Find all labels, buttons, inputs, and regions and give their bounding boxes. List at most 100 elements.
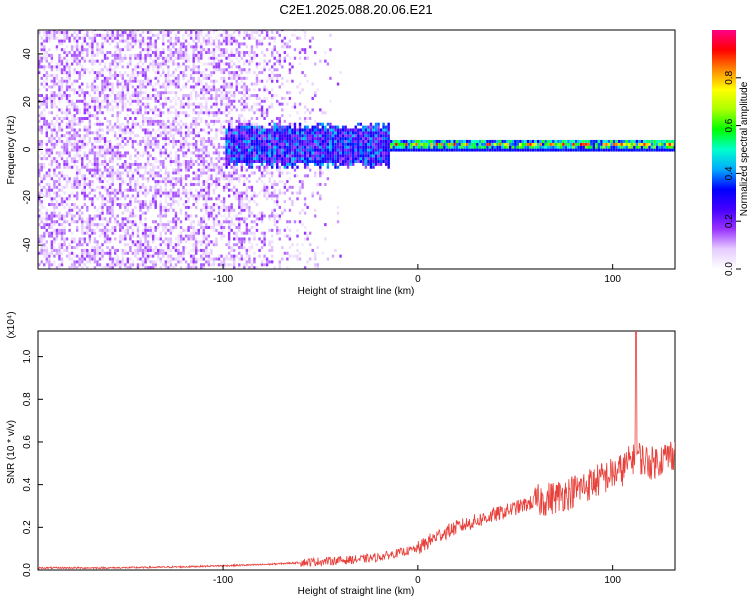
spectrogram-cell (75, 99, 79, 103)
spectrogram-cell (126, 194, 130, 198)
spectrogram-cell (192, 59, 195, 63)
spectrogram-cell (167, 56, 170, 60)
spectrogram-cell (88, 151, 92, 155)
spectrogram-cell (184, 134, 188, 138)
spectrogram-cell (253, 139, 256, 143)
spectrogram-cell (63, 225, 66, 229)
spectrogram-cell (207, 48, 211, 52)
spectrogram-cell (91, 217, 94, 221)
spectrogram-cell (53, 214, 56, 218)
spectrogram-cell (200, 73, 203, 77)
spectrogram-cell (227, 53, 231, 57)
spectrogram-cell (308, 134, 312, 138)
spectrogram-cell (93, 254, 97, 258)
spectrogram-cell (202, 263, 206, 267)
spectrogram-cell (225, 94, 228, 98)
spectrogram-cell (154, 171, 157, 175)
spectrogram-cell (311, 154, 314, 158)
spectrogram-cell (98, 234, 102, 238)
spectrogram-cell (73, 182, 76, 186)
spectrogram-cell (108, 145, 112, 149)
spectrogram-cell (124, 197, 127, 201)
spectrogram-cell (240, 134, 243, 138)
spectrogram-cell (124, 105, 127, 109)
spectrogram-cell (129, 108, 132, 112)
spectrogram-cell (101, 59, 104, 63)
spectrogram-cell (38, 194, 41, 198)
spectrogram-cell (81, 73, 84, 77)
spectrogram-cell (53, 116, 56, 120)
spectrogram-cell (167, 248, 170, 252)
spectrogram-cell (263, 88, 266, 92)
spectrogram-cell (179, 131, 183, 135)
spectrogram-cell (195, 142, 198, 146)
spectrogram-cell (159, 237, 162, 241)
spectrogram-cell (151, 108, 155, 112)
spectrogram-cell (296, 142, 299, 146)
spectrogram-cell (303, 139, 307, 143)
spectrogram-cell (265, 165, 269, 169)
spectrogram-cell (174, 139, 178, 143)
spectrogram-cell (121, 263, 124, 267)
spectrogram-cell (139, 217, 142, 221)
spectrogram-cell (303, 48, 307, 52)
spectrogram-cell (235, 71, 238, 75)
spectrogram-cell (48, 73, 51, 77)
spectrogram-cell (230, 145, 233, 149)
spectrogram-cell (238, 263, 241, 267)
spectrogram-cell (235, 137, 238, 141)
spectrogram-cell (210, 157, 213, 161)
spectrogram-cell (202, 168, 206, 172)
spectrogram-cell (50, 94, 54, 98)
spectrogram-cell (192, 71, 195, 75)
spectrogram-cell (93, 214, 97, 218)
spectrogram-cell (210, 257, 213, 261)
spectrogram-cell (65, 45, 69, 49)
spectrogram-cell (255, 194, 259, 198)
spectrogram-cell (293, 56, 297, 60)
spectrogram-cell (169, 205, 173, 209)
spectrogram-cell (68, 122, 71, 126)
spectrogram-cell (98, 125, 102, 129)
spectrogram-cell (298, 142, 302, 146)
spectrogram-cell (68, 68, 71, 72)
spectrogram-cell (184, 191, 188, 195)
spectrogram-cell (73, 180, 76, 184)
spectrogram-cell (58, 116, 61, 120)
spectrogram-cell (215, 162, 218, 166)
spectrogram-cell (65, 71, 69, 75)
spectrogram-cell (86, 165, 89, 169)
spectrogram-cell (91, 145, 94, 149)
spectrogram-cell (207, 62, 211, 66)
spectrogram-cell (65, 162, 69, 166)
spectrogram-cell (298, 116, 302, 120)
spectrogram-cell (81, 257, 84, 261)
spectrogram-cell (146, 145, 150, 149)
spectrogram-cell (96, 42, 99, 46)
spectrogram-cell (157, 122, 160, 126)
spectrogram-cell (103, 62, 107, 66)
spectrogram-cell (108, 248, 112, 252)
spectrogram-cell (253, 36, 256, 40)
spectrogram-cell (162, 205, 165, 209)
spectrogram-cell (101, 205, 104, 209)
spectrogram-cell (232, 257, 236, 261)
spectrogram-cell (159, 125, 162, 129)
spectrogram-cell (301, 131, 304, 135)
spectrogram-cell (159, 200, 162, 204)
spectrogram-cell (336, 205, 340, 209)
spectrogram-cell (341, 162, 345, 166)
spectrogram-cell (38, 237, 41, 241)
spectrogram-cell (202, 217, 206, 221)
spectrogram-cell (245, 205, 249, 209)
spectrogram-cell (222, 260, 226, 264)
spectrogram-cell (182, 94, 185, 98)
spectrogram-cell (58, 254, 61, 258)
spectrogram-cell (316, 131, 319, 135)
spectrogram-cell (248, 160, 251, 164)
spectrogram-cell (200, 88, 203, 92)
spectrogram-cell (53, 76, 56, 80)
spectrogram-cell (291, 185, 294, 189)
spectrogram-cell (245, 157, 249, 161)
spectrogram-cell (65, 30, 69, 34)
